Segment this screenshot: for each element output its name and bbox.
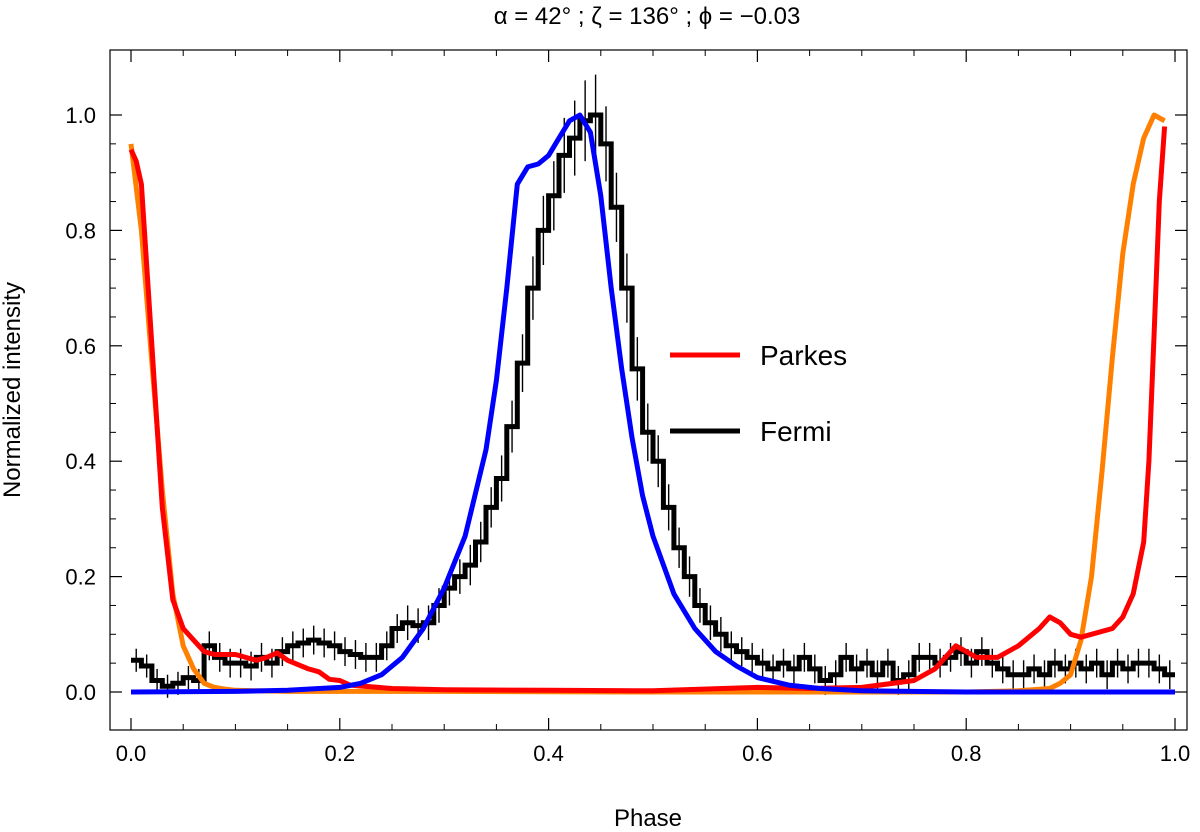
x-tick-label: 0.0 bbox=[116, 741, 147, 766]
y-tick-label: 0.2 bbox=[65, 565, 96, 590]
x-tick-label: 0.8 bbox=[951, 741, 982, 766]
y-tick-label: 0.8 bbox=[65, 218, 96, 243]
x-tick-label: 0.2 bbox=[325, 741, 356, 766]
series-fermi-histogram bbox=[131, 112, 1175, 689]
x-axis-label: Phase bbox=[614, 805, 682, 832]
series-parkes-line bbox=[128, 126, 1168, 694]
x-tick-label: 1.0 bbox=[1160, 741, 1191, 766]
series-layer bbox=[128, 74, 1175, 698]
series-c0000ff-line bbox=[130, 112, 1175, 695]
y-tick-label: 0.4 bbox=[65, 449, 96, 474]
y-axis-label: Normalized intensity bbox=[0, 282, 26, 498]
plot-area bbox=[109, 49, 1188, 731]
y-tick-label: 0.0 bbox=[65, 680, 96, 705]
legend-label-parkes: Parkes bbox=[760, 340, 847, 371]
x-tick-label: 0.4 bbox=[533, 741, 564, 766]
legend: Parkes Fermi bbox=[670, 340, 847, 447]
x-tick-label: 0.6 bbox=[742, 741, 773, 766]
plot-frame bbox=[109, 49, 1188, 731]
chart-title: α = 42° ; ζ = 136° ; ϕ = −0.03 bbox=[494, 3, 801, 30]
y-tick-label: 1.0 bbox=[65, 103, 96, 128]
x-axis: 0.0 0.2 0.4 0.6 0.8 1.0 bbox=[116, 50, 1191, 766]
y-tick-label: 0.6 bbox=[65, 334, 96, 359]
legend-label-fermi: Fermi bbox=[760, 416, 832, 447]
y-axis: 0.0 0.2 0.4 0.6 0.8 1.0 bbox=[65, 103, 1187, 705]
